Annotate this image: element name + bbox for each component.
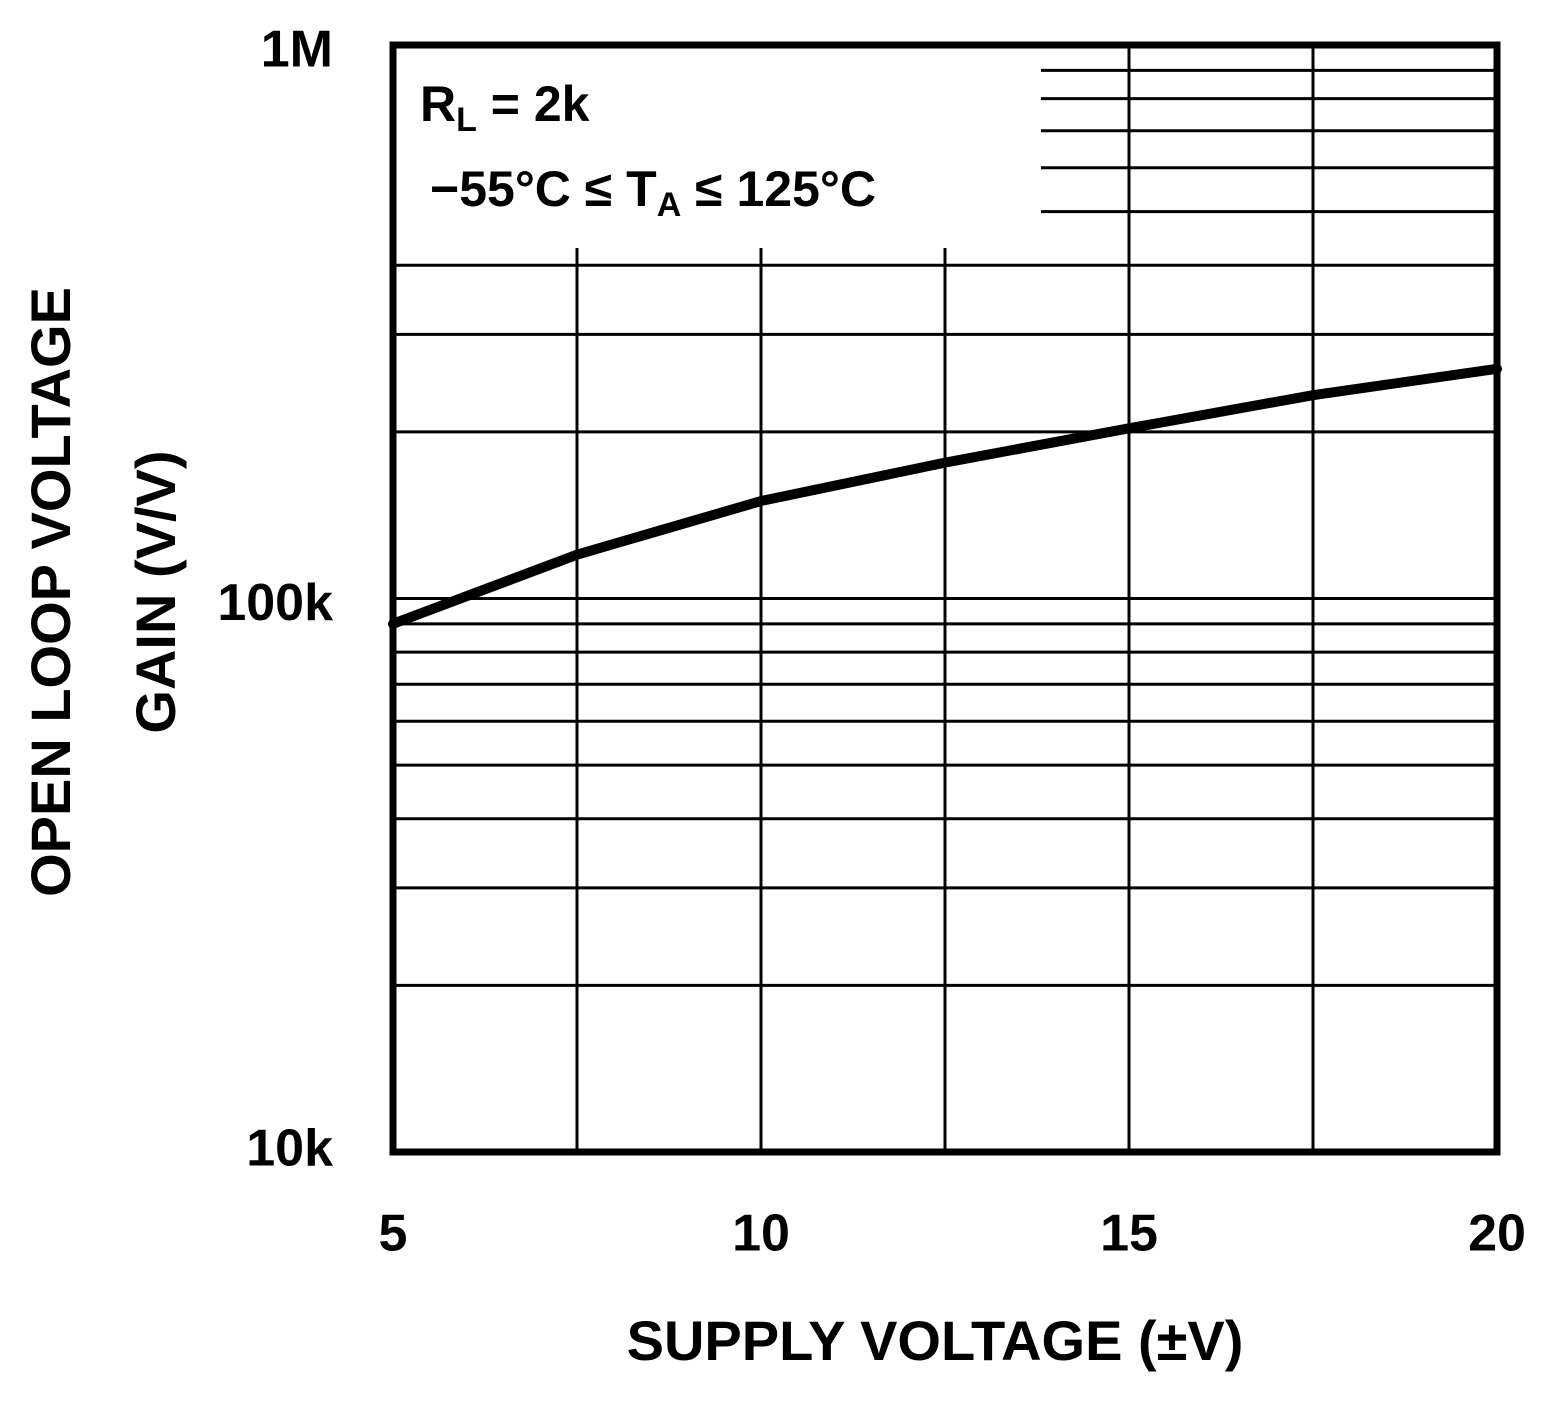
annotation-text: RL = 2k <box>420 76 590 139</box>
annotation-part: = 2k <box>477 76 590 132</box>
x-tick-label: 5 <box>379 1205 408 1263</box>
x-tick-label: 15 <box>1100 1205 1158 1263</box>
y-tick-label: 1M <box>261 21 333 79</box>
y-axis-label: GAIN (V/V) <box>124 450 187 733</box>
data-line <box>388 363 1502 629</box>
annotation-background <box>396 48 1041 248</box>
annotation-text: −55°C ≤ TA ≤ 125°C <box>430 161 876 224</box>
annotation-part: ≤ 125°C <box>681 161 876 217</box>
x-tick-label: 20 <box>1468 1205 1526 1263</box>
annotation: RL = 2k −55°C ≤ TA ≤ 125°C <box>420 76 876 224</box>
y-axis-label: OPEN LOOP VOLTAGE <box>19 287 82 897</box>
x-tick-label: 10 <box>732 1205 790 1263</box>
annotation-subscript: L <box>456 101 477 139</box>
plot-frame <box>389 41 1501 1156</box>
annotation-part: R <box>420 76 456 132</box>
x-axis-label: SUPPLY VOLTAGE (±V) <box>627 1309 1244 1372</box>
y-tick-label: 100k <box>217 574 333 632</box>
y-tick-label: 10k <box>246 1120 333 1178</box>
annotation-part: −55°C ≤ T <box>430 161 657 217</box>
annotation-subscript: A <box>657 186 682 224</box>
